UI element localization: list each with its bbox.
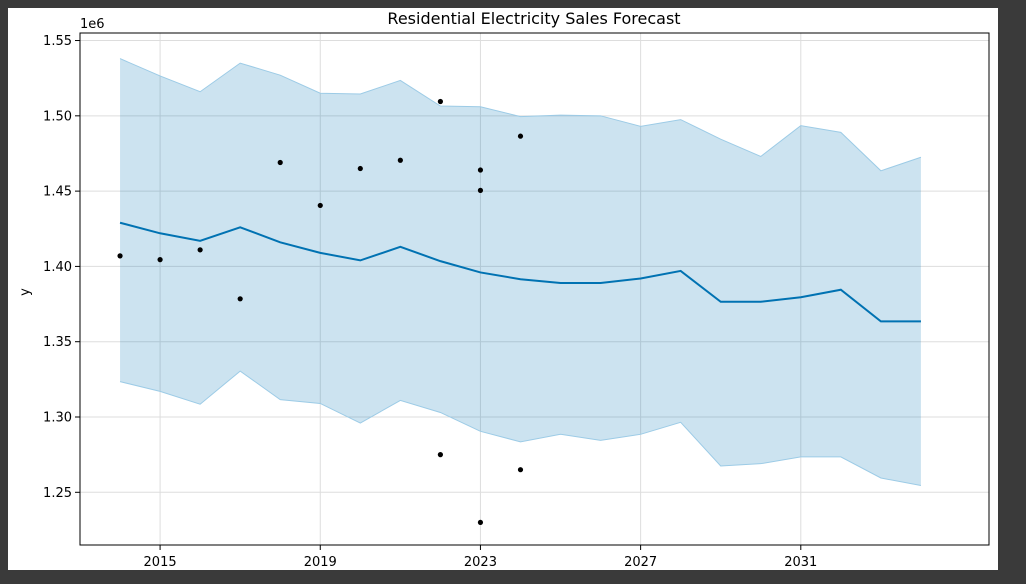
uncertainty-band	[120, 58, 921, 486]
y-tick-label: 1.30	[43, 411, 72, 426]
y-tick-label: 1.45	[43, 185, 72, 200]
observed-point	[477, 519, 484, 526]
x-axis-ticks: 2015 2019 2023 2027 2031	[144, 545, 817, 570]
y-axis-label: y	[18, 288, 33, 296]
chart-figure: Residential Electricity Sales Forecast 1…	[8, 8, 998, 570]
y-tick-label: 1.35	[43, 335, 72, 350]
observed-point	[437, 452, 443, 458]
observed-point	[237, 296, 243, 302]
observed-point	[157, 257, 163, 263]
observed-point	[197, 247, 203, 253]
grid-lines	[80, 33, 989, 545]
plot-frame	[79, 32, 990, 546]
x-tick-label: 2023	[464, 555, 497, 570]
observed-point	[277, 159, 283, 166]
y-tick-label: 1.25	[43, 486, 72, 501]
observed-point	[517, 467, 524, 473]
observed-point	[397, 157, 403, 163]
x-tick-label: 2027	[624, 555, 657, 570]
observed-point	[117, 253, 123, 259]
observed-point	[437, 98, 443, 105]
forecast-line	[119, 221, 921, 323]
observed-series	[117, 98, 524, 526]
lower-bound-line	[119, 370, 922, 487]
observed-point	[317, 202, 323, 209]
observed-point	[357, 165, 363, 172]
x-tick-label: 2031	[784, 555, 817, 570]
observed-point	[517, 133, 524, 139]
y-tick-label: 1.40	[43, 260, 72, 275]
forecast-chart: Residential Electricity Sales Forecast 1…	[18, 9, 990, 570]
x-tick-label: 2019	[304, 555, 337, 570]
x-tick-label: 2015	[144, 555, 177, 570]
y-axis-ticks: 1.25 1.30 1.35 1.40 1.45 1.50 1.55	[43, 34, 80, 501]
chart-title: Residential Electricity Sales Forecast	[387, 9, 680, 28]
y-offset-label: 1e6	[80, 17, 105, 32]
upper-bound-line	[119, 58, 922, 172]
axes	[79, 32, 990, 546]
y-tick-label: 1.50	[43, 109, 72, 124]
observed-point	[477, 187, 484, 193]
forecast-series	[119, 221, 921, 323]
uncertainty-interval	[119, 58, 922, 487]
y-tick-label: 1.55	[43, 34, 72, 49]
observed-point	[477, 167, 484, 173]
